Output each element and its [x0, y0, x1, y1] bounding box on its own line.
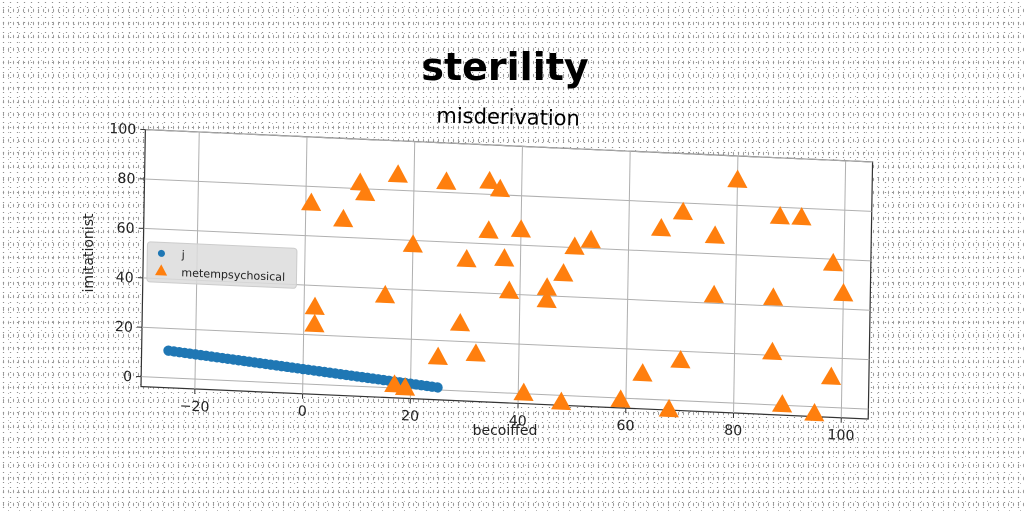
point-metempsychosical [580, 229, 601, 249]
point-metempsychosical [355, 182, 376, 202]
point-metempsychosical [820, 366, 842, 386]
point-metempsychosical [333, 208, 354, 228]
point-metempsychosical [536, 289, 557, 309]
y-tick-label: 100 [109, 121, 136, 138]
point-metempsychosical [550, 391, 572, 411]
legend-label-metempsychosical: metempsychosical [181, 266, 285, 284]
point-metempsychosical [791, 206, 812, 226]
point-metempsychosical [478, 220, 499, 239]
point-metempsychosical [479, 170, 500, 190]
point-metempsychosical [436, 171, 457, 190]
point-metempsychosical [727, 169, 748, 188]
point-metempsychosical [610, 389, 631, 408]
y-tick-label: 20 [115, 319, 133, 336]
point-metempsychosical [564, 236, 585, 255]
point-metempsychosical [494, 248, 515, 267]
x-tick-label: −20 [180, 398, 210, 415]
x-gridline [625, 151, 631, 409]
point-metempsychosical [465, 343, 486, 362]
y-gridline [143, 227, 871, 262]
point-metempsychosical [374, 284, 396, 304]
point-metempsychosical [456, 248, 477, 268]
x-gridline [733, 155, 739, 413]
legend-marker-j [157, 249, 165, 257]
x-tick-label: 80 [724, 423, 742, 440]
point-metempsychosical [769, 206, 790, 225]
x-gridline [517, 146, 523, 404]
point-metempsychosical [498, 280, 520, 299]
point-metempsychosical [513, 382, 534, 402]
chart-title: sterility [421, 45, 589, 89]
y-gridline [145, 129, 873, 163]
point-metempsychosical [449, 312, 471, 332]
point-metempsychosical [670, 349, 691, 369]
series-layer [163, 164, 854, 422]
point-metempsychosical [804, 402, 825, 422]
point-metempsychosical [394, 377, 416, 396]
legend-box [146, 241, 298, 289]
point-metempsychosical [672, 201, 694, 221]
y-tick-label: 40 [116, 270, 134, 287]
point-metempsychosical [833, 283, 854, 302]
y-gridline [141, 326, 870, 361]
point-metempsychosical [762, 341, 783, 361]
point-metempsychosical [704, 225, 725, 244]
legend-label-j: j [181, 248, 185, 261]
y-tick-label: 0 [123, 369, 132, 385]
point-metempsychosical [822, 252, 844, 272]
legend-marker-metempsychosical [155, 264, 168, 276]
point-j [432, 382, 443, 393]
point-metempsychosical [387, 164, 408, 183]
point-metempsychosical [402, 234, 423, 253]
point-metempsychosical [650, 218, 672, 237]
point-metempsychosical [703, 284, 724, 304]
point-metempsychosical [301, 192, 322, 212]
x-gridline [302, 136, 308, 394]
plot-area: −20 0 20 40 60 80 100 0 20 40 60 80 100 j metempsych… [109, 121, 874, 444]
point-metempsychosical [553, 263, 574, 282]
point-metempsychosical [304, 313, 325, 333]
x-tick-label: 100 [827, 427, 854, 444]
y-tick-label: 80 [117, 171, 135, 188]
point-metempsychosical [489, 178, 511, 198]
y-axis-label: imitationist [81, 213, 97, 292]
x-tick-label: 60 [616, 418, 634, 435]
point-metempsychosical [536, 277, 557, 296]
point-metempsychosical [771, 394, 793, 413]
point-metempsychosical [762, 287, 784, 306]
x-tick-label: 40 [509, 413, 527, 430]
x-tick-label: 20 [401, 408, 419, 425]
ticks: −20 0 20 40 60 80 100 0 20 40 60 80 100 [109, 121, 854, 444]
point-metempsychosical [427, 346, 448, 366]
point-metempsychosical [510, 219, 531, 238]
y-tick-label: 60 [116, 220, 134, 237]
x-axis-label: becoiffed [473, 423, 538, 439]
point-metempsychosical [632, 363, 653, 382]
x-tick-label: 0 [298, 404, 307, 420]
point-metempsychosical [304, 296, 325, 316]
point-metempsychosical [658, 398, 679, 418]
y-gridline [141, 376, 869, 410]
legend: j metempsychosical [146, 241, 298, 289]
chart-subtitle: misderivation [436, 104, 580, 131]
x-gridline [409, 141, 416, 399]
